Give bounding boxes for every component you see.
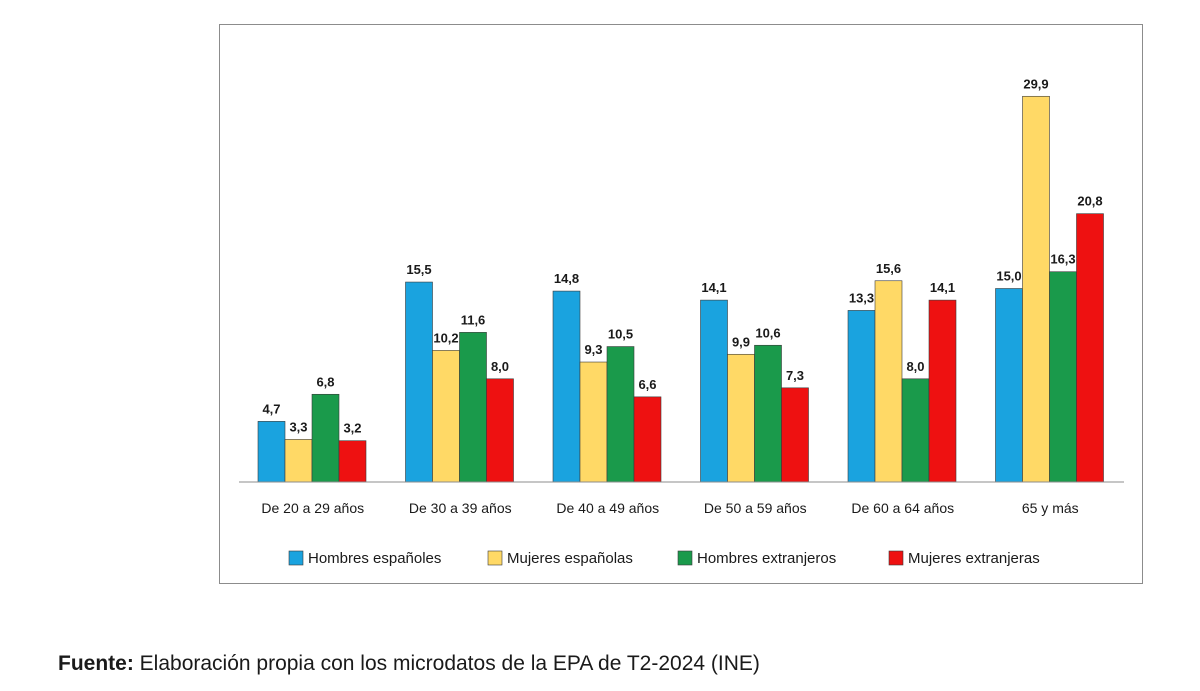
legend-label-hombres-extranjeros: Hombres extranjeros (697, 550, 836, 567)
data-label-mujeres-espanolas-65-y-mas: 29,9 (1023, 76, 1048, 91)
bar-mujeres-extranjeras-de-20-a-29-anos (338, 440, 367, 483)
x-tick-label-de-60-a-64-anos: De 60 a 64 años (851, 500, 954, 516)
data-label-mujeres-extranjeras-de-20-a-29-anos: 3,2 (343, 421, 361, 436)
bar-hombres-espanoles-de-60-a-64-anos (847, 310, 876, 483)
bar-mujeres-espanolas-de-60-a-64-anos (874, 280, 903, 483)
bar-mujeres-espanolas-de-30-a-39-anos (432, 350, 460, 483)
bar-hombres-espanoles-de-50-a-59-anos (700, 299, 728, 483)
x-tick-labels-layer: De 20 a 29 años De 30 a 39 años De 40 a 49… (261, 500, 1078, 516)
bar-hombres-extranjeros-de-50-a-59-anos (754, 344, 782, 483)
source-note: Fuente: Elaboración propia con los micro… (58, 652, 760, 676)
data-label-hombres-extranjeros-de-60-a-64-anos: 8,0 (906, 359, 924, 374)
bar-hombres-extranjeros-de-60-a-64-anos (901, 378, 930, 483)
legend: Hombres españoles Mujeres españolas Hombre… (288, 550, 1040, 567)
bar-mujeres-espanolas-de-20-a-29-anos (284, 439, 313, 483)
data-label-mujeres-espanolas-de-20-a-29-anos: 3,3 (289, 419, 307, 434)
data-label-hombres-extranjeros-de-30-a-39-anos: 11,6 (461, 312, 486, 327)
data-label-mujeres-espanolas-de-40-a-49-anos: 9,3 (584, 342, 602, 357)
bar-hombres-espanoles-65-y-mas (995, 288, 1023, 483)
data-label-hombres-espanoles-de-30-a-39-anos: 15,5 (406, 262, 431, 277)
source-text: Elaboración propia con los microdatos de… (133, 652, 760, 675)
x-tick-label-de-20-a-29-anos: De 20 a 29 años (261, 500, 364, 516)
bar-mujeres-extranjeras-de-60-a-64-anos (928, 299, 957, 483)
data-label-hombres-extranjeros-de-20-a-29-anos: 6,8 (316, 374, 334, 389)
bar-mujeres-extranjeras-de-30-a-39-anos (486, 378, 514, 483)
data-label-mujeres-extranjeras-de-50-a-59-anos: 7,3 (786, 368, 804, 383)
data-label-hombres-extranjeros-de-50-a-59-anos: 10,6 (755, 325, 780, 340)
bar-mujeres-espanolas-de-50-a-59-anos (727, 353, 755, 483)
data-label-mujeres-extranjeras-de-30-a-39-anos: 8,0 (491, 359, 509, 374)
bar-mujeres-extranjeras-de-50-a-59-anos (781, 387, 809, 483)
data-labels-layer: 4,7 15,5 14,8 14,1 13,3 15,0 3,3 10,2 9,3 9,9 15,6… (262, 76, 1102, 435)
x-tick-label-de-50-a-59-anos: De 50 a 59 años (704, 500, 807, 516)
legend-swatch-mujeres-espanolas (487, 550, 503, 566)
bar-hombres-espanoles-de-20-a-29-anos (257, 421, 286, 483)
bar-hombres-extranjeros-de-40-a-49-anos (606, 346, 635, 483)
chart-frame (219, 24, 1143, 584)
legend-swatch-mujeres-extranjeras (888, 550, 904, 566)
data-label-mujeres-extranjeras-de-60-a-64-anos: 14,1 (930, 280, 955, 295)
bar-hombres-espanoles-de-30-a-39-anos (405, 281, 433, 483)
data-label-mujeres-extranjeras-65-y-mas: 20,8 (1077, 194, 1102, 209)
source-label: Fuente: (58, 652, 134, 675)
bar-mujeres-extranjeras-de-40-a-49-anos (633, 396, 662, 483)
x-tick-label-de-30-a-39-anos: De 30 a 39 años (409, 500, 512, 516)
legend-label-mujeres-extranjeras: Mujeres extranjeras (908, 550, 1040, 567)
legend-swatch-hombres-espanoles (288, 550, 304, 566)
bar-mujeres-espanolas-65-y-mas (1022, 95, 1050, 483)
data-label-hombres-espanoles-de-60-a-64-anos: 13,3 (849, 290, 874, 305)
bar-mujeres-espanolas-de-40-a-49-anos (579, 361, 608, 483)
bars-layer (257, 95, 1104, 483)
legend-label-mujeres-espanolas: Mujeres españolas (507, 550, 633, 567)
data-label-hombres-espanoles-de-20-a-29-anos: 4,7 (262, 401, 280, 416)
data-label-hombres-espanoles-de-40-a-49-anos: 14,8 (554, 271, 579, 286)
data-label-mujeres-extranjeras-de-40-a-49-anos: 6,6 (638, 377, 656, 392)
data-label-hombres-espanoles-65-y-mas: 15,0 (996, 269, 1021, 284)
bar-hombres-extranjeros-de-30-a-39-anos (459, 332, 487, 483)
data-label-mujeres-espanolas-de-30-a-39-anos: 10,2 (433, 330, 458, 345)
legend-label-hombres-espanoles: Hombres españoles (308, 550, 441, 567)
bar-hombres-extranjeros-de-20-a-29-anos (311, 393, 340, 483)
bar-hombres-espanoles-de-40-a-49-anos (552, 290, 581, 483)
x-tick-label-de-40-a-49-anos: De 40 a 49 años (556, 500, 659, 516)
legend-swatch-hombres-extranjeros (677, 550, 693, 566)
bar-hombres-extranjeros-65-y-mas (1049, 271, 1077, 483)
data-label-hombres-extranjeros-de-40-a-49-anos: 10,5 (608, 327, 633, 342)
x-tick-label-65-y-mas: 65 y más (1022, 500, 1079, 516)
data-label-mujeres-espanolas-de-50-a-59-anos: 9,9 (732, 334, 750, 349)
data-label-hombres-espanoles-de-50-a-59-anos: 14,1 (701, 280, 726, 295)
bar-mujeres-extranjeras-65-y-mas (1076, 213, 1104, 483)
data-label-mujeres-espanolas-de-60-a-64-anos: 15,6 (876, 261, 901, 276)
data-label-hombres-extranjeros-65-y-mas: 16,3 (1050, 252, 1075, 267)
